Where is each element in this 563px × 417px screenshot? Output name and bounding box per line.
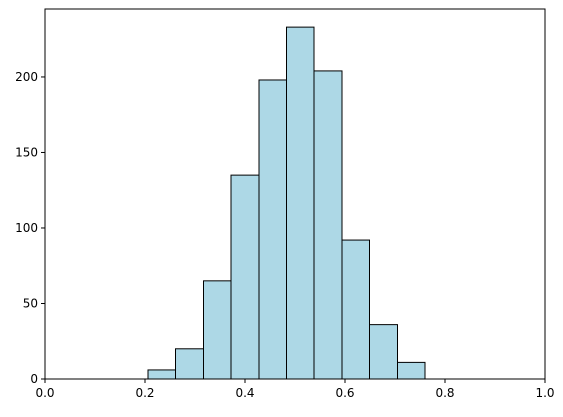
bar (258, 79, 287, 380)
x-tick-label: 0.0 (35, 386, 54, 400)
bar (313, 70, 343, 380)
y-tick-label: 50 (23, 296, 38, 310)
y-tick-label: 150 (15, 145, 38, 159)
x-tick-label: 0.8 (435, 386, 454, 400)
bar (397, 361, 426, 380)
y-tick-label: 0 (30, 372, 38, 386)
bar (341, 239, 370, 380)
bar (369, 324, 398, 380)
bar (175, 348, 204, 380)
plot-frame (44, 8, 546, 380)
bar (286, 26, 315, 380)
x-tick-label: 0.4 (235, 386, 254, 400)
x-tick-label: 1.0 (535, 386, 554, 400)
bar (230, 174, 260, 380)
y-tick-label: 100 (15, 221, 38, 235)
x-tick-label: 0.6 (335, 386, 354, 400)
x-tick-label: 0.2 (135, 386, 154, 400)
bar (147, 369, 176, 380)
y-tick-label: 200 (15, 70, 38, 84)
bar (203, 280, 232, 380)
